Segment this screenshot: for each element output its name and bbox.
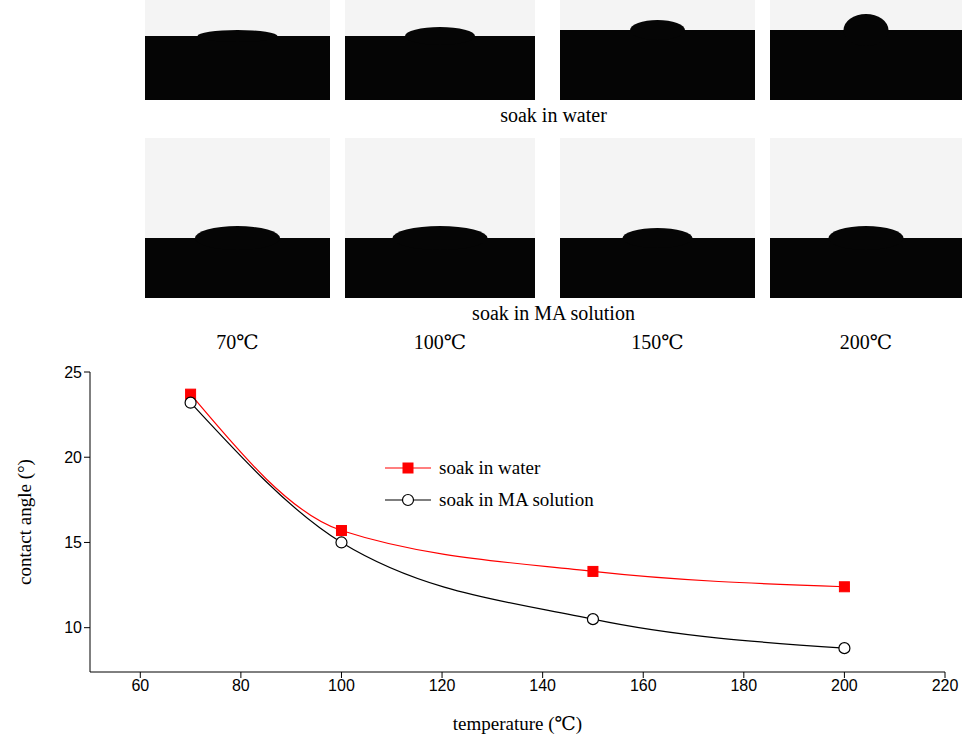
html-text:soak in MA solution: soak in MA solution: [439, 489, 594, 510]
svg-text:140: 140: [529, 677, 556, 694]
svg-text:180: 180: [730, 677, 757, 694]
svg-text:contact angle (°): contact angle (°): [14, 459, 36, 585]
html-text:100℃: 100℃: [413, 331, 467, 353]
svg-text:120: 120: [429, 677, 456, 694]
svg-text:60: 60: [131, 677, 149, 694]
svg-text:15: 15: [64, 534, 82, 551]
svg-text:80: 80: [232, 677, 250, 694]
svg-text:temperature (℃): temperature (℃): [453, 713, 582, 735]
svg-text:200: 200: [831, 677, 858, 694]
svg-text:25: 25: [64, 364, 82, 381]
svg-text:100: 100: [328, 677, 355, 694]
html-text:soak in water: soak in water: [439, 457, 541, 478]
html-text:soak in water: soak in water: [500, 104, 607, 126]
html-text:150℃: 150℃: [631, 331, 684, 353]
html-text:200℃: 200℃: [839, 331, 893, 353]
svg-text:160: 160: [630, 677, 657, 694]
svg-text:220: 220: [932, 677, 959, 694]
html-text:70℃: 70℃: [216, 331, 259, 353]
svg-text:20: 20: [64, 449, 82, 466]
svg-text:10: 10: [64, 619, 82, 636]
html-text:soak in MA solution: soak in MA solution: [472, 302, 635, 324]
